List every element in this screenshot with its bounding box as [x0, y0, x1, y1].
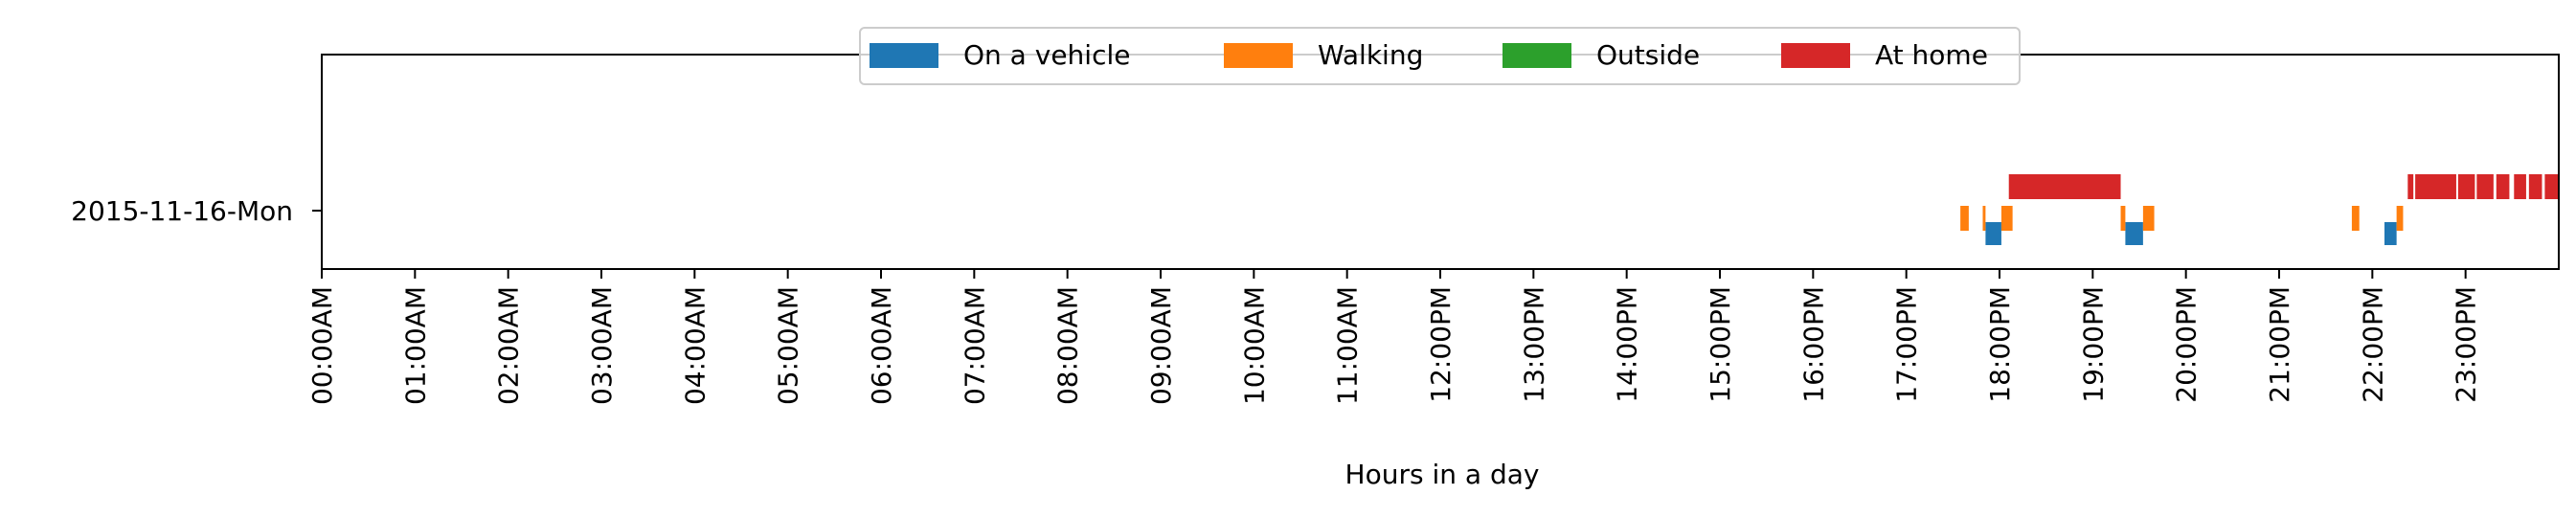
legend-label-outside: Outside — [1596, 39, 1700, 71]
bar-on-a-vehicle — [2384, 222, 2397, 245]
x-tick-label: 13:00PM — [1518, 286, 1549, 403]
x-tick-label: 00:00AM — [306, 286, 338, 405]
x-tick-label: 07:00AM — [959, 286, 990, 405]
x-tick-label: 12:00PM — [1425, 286, 1457, 403]
legend-swatch-at-home — [1781, 43, 1850, 68]
y-tick-label: 2015-11-16-Mon — [71, 195, 293, 227]
bar-walking — [1960, 206, 1969, 231]
x-tick-label: 03:00AM — [586, 286, 618, 405]
x-tick-label: 06:00AM — [866, 286, 897, 405]
bar-walking — [2142, 206, 2155, 231]
bar-at-home — [2476, 174, 2494, 199]
bar-walking — [2000, 206, 2013, 231]
x-tick-label: 01:00AM — [399, 286, 431, 405]
bar-at-home — [2407, 174, 2414, 199]
legend-label-on-a-vehicle: On a vehicle — [963, 39, 1130, 71]
x-tick-label: 17:00PM — [1891, 286, 1923, 403]
bar-on-a-vehicle — [2125, 222, 2143, 245]
bar-at-home — [2008, 174, 2121, 199]
x-tick-label: 11:00AM — [1332, 286, 1364, 405]
x-tick-label: 21:00PM — [2264, 286, 2295, 403]
x-tick-label: 05:00AM — [773, 286, 804, 405]
bar-at-home — [2415, 174, 2456, 199]
x-tick-label: 19:00PM — [2077, 286, 2109, 403]
x-tick-label: 09:00AM — [1145, 286, 1177, 405]
x-tick-label: 22:00PM — [2357, 286, 2388, 403]
plot-frame — [321, 54, 2560, 270]
bar-on-a-vehicle — [1985, 222, 2001, 245]
x-tick-label: 02:00AM — [493, 286, 525, 405]
x-tick-label: 20:00PM — [2171, 286, 2203, 403]
legend-label-at-home: At home — [1875, 39, 1988, 71]
bar-walking — [2396, 206, 2404, 231]
legend-frame — [859, 27, 2021, 85]
bar-walking — [2351, 206, 2360, 231]
x-tick-label: 04:00AM — [679, 286, 711, 405]
bar-at-home — [2496, 174, 2510, 199]
x-axis-title: Hours in a day — [1345, 459, 1540, 490]
x-tick-label: 16:00PM — [1797, 286, 1829, 403]
plot-area — [1960, 174, 2559, 245]
bar-at-home — [2544, 174, 2559, 199]
legend-swatch-outside — [1503, 43, 1571, 68]
x-tick-label: 10:00AM — [1238, 286, 1270, 405]
bar-walking — [2120, 206, 2126, 231]
bar-at-home — [2514, 174, 2526, 199]
axes: 2015-11-16-Mon 00:00AM 01:00AM 02:00AM 03:00… — [71, 54, 2560, 490]
bar-at-home — [2528, 174, 2542, 199]
x-tick-label: 08:00AM — [1052, 286, 1084, 405]
bar-walking — [1982, 206, 1986, 231]
legend-swatch-on-a-vehicle — [870, 43, 938, 68]
legend-swatch-walking — [1224, 43, 1293, 68]
x-tick-label: 15:00PM — [1705, 286, 1736, 403]
x-tick-label: 23:00PM — [2451, 286, 2482, 403]
legend-label-walking: Walking — [1318, 39, 1423, 71]
x-tick-label: 14:00PM — [1612, 286, 1643, 403]
x-tick-label: 18:00PM — [1984, 286, 2016, 403]
legend: On a vehicle Walking Outside At home — [859, 27, 2021, 85]
bar-at-home — [2457, 174, 2475, 199]
